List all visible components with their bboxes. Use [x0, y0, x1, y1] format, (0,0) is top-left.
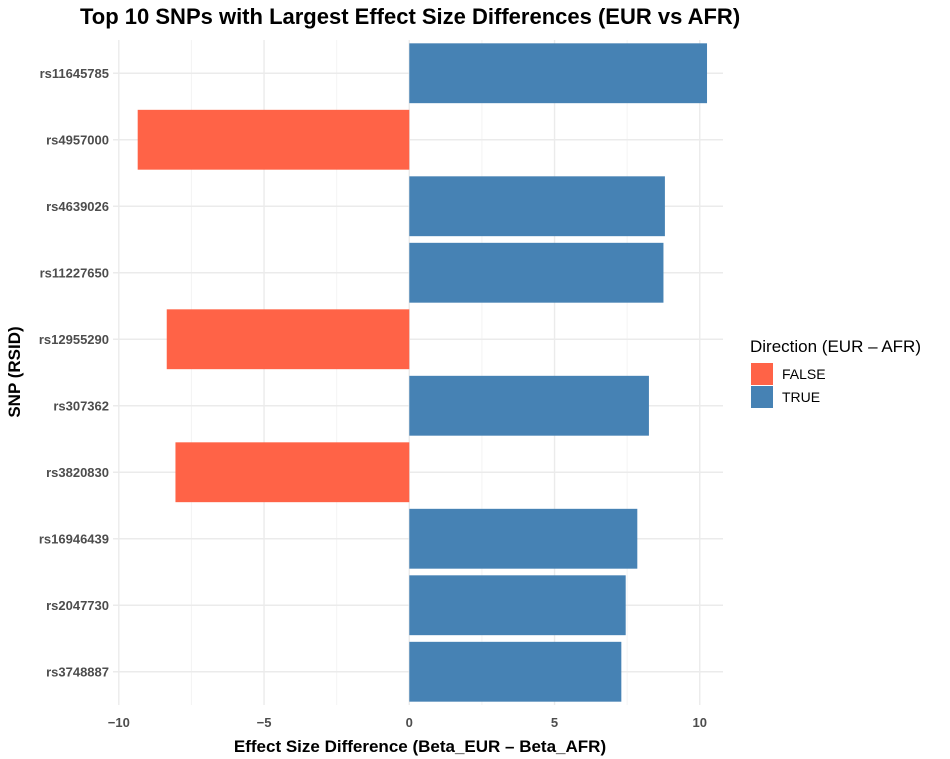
x-tick-label: 0: [406, 715, 413, 730]
y-tick-label: rs4639026: [46, 199, 109, 214]
y-tick-label: rs3820830: [46, 465, 109, 480]
bar-rs4957000: [137, 109, 410, 170]
bar-rs11227650: [409, 242, 664, 303]
legend-title: Direction (EUR – AFR): [750, 337, 921, 356]
x-tick-label: 5: [551, 715, 558, 730]
bar-rs307362: [409, 375, 649, 436]
legend-swatch-true: [751, 386, 773, 408]
y-tick-label: rs4957000: [46, 132, 109, 147]
y-tick-label: rs11227650: [40, 265, 109, 280]
bar-rs2047730: [409, 575, 626, 636]
x-axis-title: Effect Size Difference (Beta_EUR – Beta_…: [234, 737, 606, 756]
x-tick-labels: −10 −5 0 5 10: [108, 715, 707, 730]
x-tick-label: 10: [693, 715, 707, 730]
y-tick-labels: rs11645785 rs4957000 rs4639026 rs11227650 rs…: [39, 66, 109, 680]
x-tick-label: −10: [108, 715, 130, 730]
bar-rs3820830: [175, 442, 410, 503]
legend: Direction (EUR – AFR) FALSE TRUE: [750, 337, 921, 408]
y-tick-label: rs12955290: [39, 332, 109, 347]
bar-rs16946439: [409, 508, 638, 569]
x-tick-label: −5: [257, 715, 272, 730]
y-tick-label: rs2047730: [46, 598, 109, 613]
bar-rs11645785: [409, 43, 708, 104]
chart-title: Top 10 SNPs with Largest Effect Size Dif…: [80, 4, 740, 29]
y-tick-label: rs3748887: [46, 664, 109, 679]
bars: [137, 43, 708, 702]
bar-rs3748887: [409, 641, 622, 702]
legend-swatch-false: [751, 363, 773, 385]
bar-rs12955290: [166, 309, 410, 370]
y-tick-label: rs16946439: [39, 531, 109, 546]
y-tick-label: rs307362: [53, 398, 109, 413]
y-tick-label: rs11645785: [40, 66, 109, 81]
legend-label-false: FALSE: [782, 366, 826, 382]
y-axis-title: SNP (RSID): [5, 326, 24, 417]
bar-rs4639026: [409, 176, 665, 237]
legend-label-true: TRUE: [782, 389, 820, 405]
